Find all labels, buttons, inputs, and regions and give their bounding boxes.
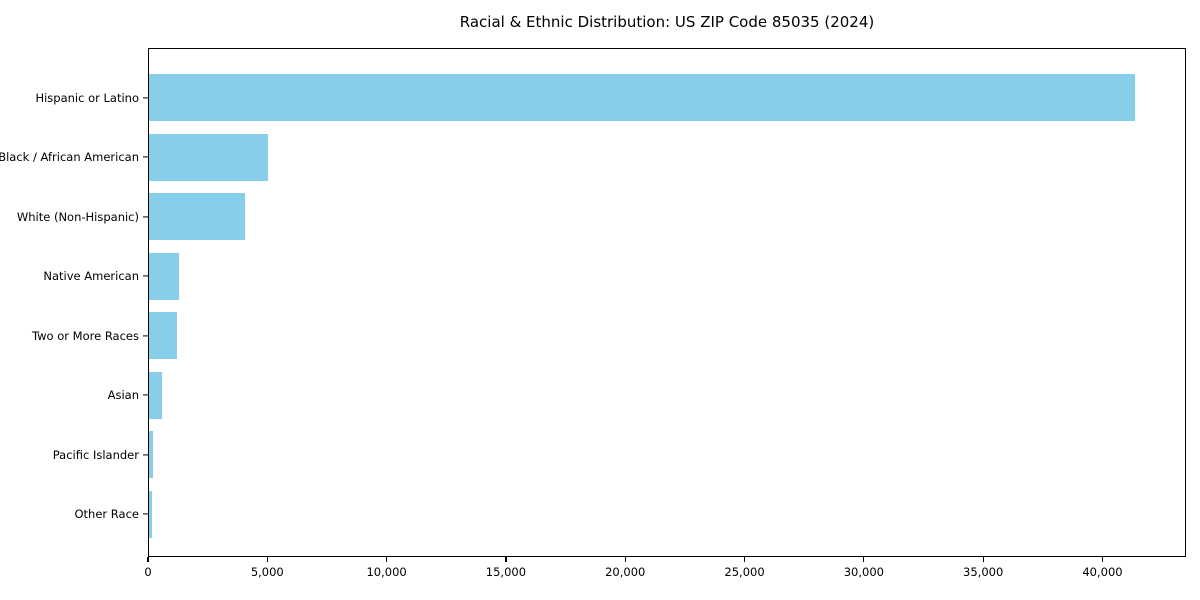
y-tick-mark [142, 335, 148, 337]
x-tick-label: 5,000 [250, 565, 284, 579]
bar-row: White (Non-Hispanic) [17, 187, 1185, 247]
x-tick-label: 20,000 [605, 565, 646, 579]
y-tick-mark [142, 394, 148, 396]
bar-row: Black / African American [0, 128, 1185, 188]
x-tick-label: 30,000 [843, 565, 884, 579]
bar [149, 74, 1135, 122]
x-tick-mark [266, 557, 268, 562]
x-tick-label: 10,000 [366, 565, 407, 579]
plot-area: Hispanic or Latino Black / African Americ… [0, 48, 1186, 557]
bar-row: Asian [108, 366, 1185, 426]
x-tick-mark [624, 557, 626, 562]
category-label: White (Non-Hispanic) [16, 209, 139, 224]
category-label: Asian [107, 388, 139, 403]
x-tick-label: 35,000 [963, 565, 1004, 579]
x-tick-mark [982, 557, 984, 562]
bar-row: Native American [43, 247, 1185, 307]
bar [149, 371, 163, 419]
chart-title: Racial & Ethnic Distribution: US ZIP Cod… [459, 13, 875, 31]
x-tick-mark [743, 557, 746, 562]
x-tick-label: 40,000 [1082, 565, 1123, 579]
bar-rows: Hispanic or Latino Black / African Americ… [0, 49, 1185, 556]
category-label: Pacific Islander [52, 447, 139, 462]
y-tick-mark [142, 454, 148, 456]
bar [149, 312, 177, 360]
category-label: Black / African American [0, 150, 139, 165]
y-tick-mark [142, 97, 148, 99]
bar [149, 252, 179, 300]
bar-row: Other Race [75, 485, 1185, 545]
x-tick-mark [147, 557, 149, 562]
x-tick-mark [1101, 557, 1104, 562]
category-label: Native American [43, 269, 139, 284]
category-label: Two or More Races [32, 328, 139, 343]
x-tick-mark [863, 557, 865, 562]
bar [149, 133, 268, 181]
x-tick-label: 0 [144, 565, 152, 579]
x-tick-label: 25,000 [724, 565, 765, 579]
y-tick-mark [142, 156, 148, 158]
y-tick-mark [142, 513, 148, 515]
bar [149, 193, 245, 241]
bar-row: Two or More Races [32, 306, 1185, 366]
x-tick-mark [505, 557, 507, 562]
bar-row: Pacific Islander [53, 425, 1185, 485]
category-label: Other Race [74, 507, 140, 522]
y-tick-mark [142, 216, 148, 218]
bar [149, 431, 154, 479]
bar-row: Hispanic or Latino [35, 68, 1185, 128]
bar [149, 490, 152, 538]
x-tick-mark [386, 557, 388, 562]
y-tick-mark [142, 275, 148, 277]
category-label: Hispanic or Latino [35, 90, 139, 105]
x-tick-label: 15,000 [485, 565, 527, 579]
x-axis: 0 5,000 10,000 15,000 20,000 25,000 30,000 35,0… [144, 557, 1186, 587]
